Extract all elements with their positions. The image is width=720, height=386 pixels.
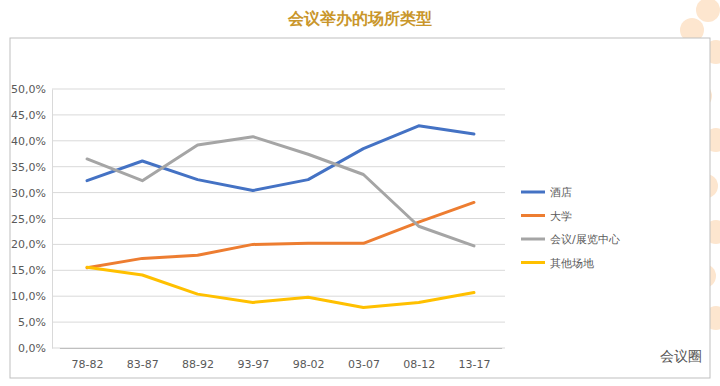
grid-line — [52, 296, 505, 297]
decor-circle — [696, 0, 720, 22]
grid-line — [52, 348, 505, 349]
x-tick-label: 93-97 — [237, 358, 269, 371]
legend-swatch — [521, 214, 545, 217]
legend-swatch — [521, 191, 545, 194]
y-tick-label: 30,0% — [11, 187, 46, 200]
y-tick-label: 35,0% — [11, 161, 46, 174]
y-tick: 50,0% — [11, 83, 52, 96]
series-line — [87, 267, 474, 307]
legend-swatch — [521, 238, 545, 241]
grid-line — [52, 140, 505, 141]
grid-line — [52, 89, 505, 90]
grid-line — [52, 218, 505, 219]
series-line — [87, 126, 474, 191]
x-tick: 78-82 — [72, 348, 104, 371]
chart: 会议举办的场所类型 0,0% 5,0% 10,0% 15,0% 20,0% 25,0% 30,… — [0, 0, 720, 386]
legend-swatch — [521, 261, 545, 264]
x-tick: 98-02 — [293, 348, 325, 371]
y-tick-label: 0,0% — [18, 342, 46, 355]
series-line — [87, 202, 474, 267]
y-tick-label: 5,0% — [18, 316, 46, 329]
y-tick: 40,0% — [11, 135, 52, 148]
y-tick: 25,0% — [11, 213, 52, 226]
x-tick: 88-92 — [182, 348, 214, 371]
series-line — [87, 137, 474, 246]
x-tick-label: 08-12 — [403, 358, 435, 371]
y-tick: 5,0% — [18, 316, 52, 329]
y-tick-label: 40,0% — [11, 135, 46, 148]
plot-area — [87, 126, 474, 308]
y-tick-label: 20,0% — [11, 238, 46, 251]
x-tick-label: 83-87 — [127, 358, 159, 371]
legend-label: 大学 — [550, 210, 572, 223]
x-tick: 93-97 — [237, 348, 269, 371]
chart-frame — [10, 38, 710, 378]
legend-label: 会议/展览中心 — [550, 233, 620, 246]
y-tick: 20,0% — [11, 238, 52, 251]
title: 会议举办的场所类型 — [287, 9, 432, 28]
y-tick: 35,0% — [11, 161, 52, 174]
y-tick: 30,0% — [11, 187, 52, 200]
x-tick-label: 78-82 — [72, 358, 104, 371]
y-axis-line — [52, 90, 53, 349]
watermark: 会议圈 — [660, 348, 702, 364]
y-tick-label: 10,0% — [11, 290, 46, 303]
x-tick-label: 88-92 — [182, 358, 214, 371]
x-axis: 78-82 83-87 88-92 93-97 98-02 03-07 08-12 13-17 — [60, 348, 502, 371]
y-axis: 0,0% 5,0% 10,0% 15,0% 20,0% 25,0% 30,0% 35,0% 40… — [11, 83, 52, 355]
x-tick-label: 98-02 — [293, 358, 325, 371]
grid-line — [52, 114, 505, 115]
x-tick: 83-87 — [127, 348, 159, 371]
grid-line — [52, 322, 505, 323]
y-tick: 15,0% — [11, 264, 52, 277]
x-tick: 13-17 — [458, 348, 490, 371]
y-tick-label: 15,0% — [11, 264, 46, 277]
x-tick: 08-12 — [403, 348, 435, 371]
x-axis-line — [60, 348, 502, 349]
y-tick-label: 45,0% — [11, 109, 46, 122]
y-tick: 0,0% — [18, 342, 52, 355]
grid — [52, 89, 505, 348]
x-tick-label: 03-07 — [348, 358, 380, 371]
grid-line — [52, 192, 505, 193]
y-tick: 45,0% — [11, 109, 52, 122]
legend-label: 其他场地 — [550, 257, 594, 270]
y-tick: 10,0% — [11, 290, 52, 303]
y-tick-label: 50,0% — [11, 83, 46, 96]
grid-line — [52, 166, 505, 167]
legend-label: 酒店 — [550, 186, 572, 199]
y-tick-label: 25,0% — [11, 213, 46, 226]
legend: 酒店大学会议/展览中心其他场地 — [521, 186, 620, 270]
x-tick: 03-07 — [348, 348, 380, 371]
x-tick-label: 13-17 — [458, 358, 490, 371]
